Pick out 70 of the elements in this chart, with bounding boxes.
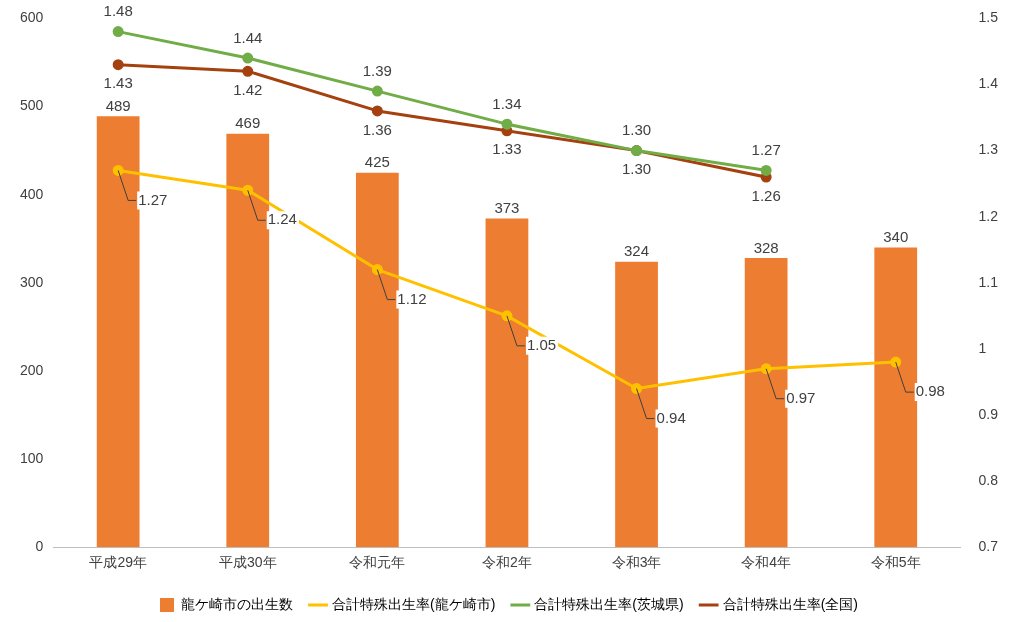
point xyxy=(242,52,254,64)
data-label: 324 xyxy=(624,242,650,260)
y-tick-label: 200 xyxy=(20,361,44,378)
bar xyxy=(485,218,529,548)
x-tick-label: 令和3年 xyxy=(611,554,662,571)
data-label: 1.39 xyxy=(362,61,392,79)
bar xyxy=(874,247,918,548)
y2-tick-label: 1.1 xyxy=(978,273,999,290)
x-tick-label: 令和2年 xyxy=(482,554,532,571)
data-label: 1.12 xyxy=(397,289,427,307)
y2-tick-label: 0.7 xyxy=(978,538,999,555)
data-label: 1.33 xyxy=(492,140,522,158)
data-label: 1.27 xyxy=(138,190,168,208)
x-tick-label: 令和5年 xyxy=(870,554,921,571)
point xyxy=(501,118,513,130)
y-tick-label: 100 xyxy=(20,449,44,466)
point xyxy=(112,26,124,38)
point xyxy=(371,105,383,117)
data-label: 1.24 xyxy=(267,210,297,228)
x-tick-label: 令和元年 xyxy=(349,554,406,571)
bar xyxy=(226,133,270,548)
y2-tick-label: 1.5 xyxy=(978,9,999,26)
point xyxy=(760,363,772,375)
x-tick-label: 平成29年 xyxy=(89,554,147,571)
point xyxy=(760,164,772,176)
bar xyxy=(615,261,658,548)
data-label: 1.42 xyxy=(233,80,263,98)
data-label: 425 xyxy=(364,153,390,171)
bar xyxy=(744,258,788,548)
y-tick-label: 500 xyxy=(20,97,44,114)
y2-tick-label: 1 xyxy=(978,339,987,356)
legend-label: 龍ケ崎市の出生数 xyxy=(181,595,294,612)
data-label: 1.44 xyxy=(233,28,263,46)
y2-tick-label: 1.3 xyxy=(978,141,999,158)
data-label: 0.98 xyxy=(915,382,945,400)
data-label: 1.30 xyxy=(621,121,652,139)
data-label: 1.27 xyxy=(751,141,781,159)
data-label: 0.94 xyxy=(656,408,686,426)
data-label: 340 xyxy=(883,228,909,246)
y2-tick-label: 0.9 xyxy=(978,405,999,422)
x-tick-label: 平成30年 xyxy=(218,554,277,571)
y-tick-label: 300 xyxy=(20,273,44,290)
y2-tick-label: 1.4 xyxy=(978,75,999,92)
y-tick-label: 400 xyxy=(20,185,44,202)
data-label: 328 xyxy=(753,238,779,256)
data-label: 1.05 xyxy=(526,335,557,353)
data-label: 1.36 xyxy=(362,120,392,138)
data-label: 1.30 xyxy=(621,160,652,178)
data-label: 1.34 xyxy=(492,94,522,112)
legend-label: 合計特殊出生率(龍ケ崎市) xyxy=(332,595,496,612)
bar xyxy=(96,116,140,548)
data-label: 469 xyxy=(235,114,261,132)
data-label: 1.26 xyxy=(751,186,781,204)
x-tick-label: 令和4年 xyxy=(741,554,792,571)
data-label: 373 xyxy=(494,199,520,217)
bar xyxy=(355,172,399,548)
y-tick-label: 0 xyxy=(35,538,44,555)
data-label: 1.48 xyxy=(103,2,133,20)
point xyxy=(112,59,124,71)
legend-label: 合計特殊出生率(茨城県) xyxy=(534,595,684,612)
data-label: 0.97 xyxy=(786,388,816,406)
legend-label: 合計特殊出生率(全国) xyxy=(722,595,858,612)
y2-tick-label: 0.8 xyxy=(978,471,999,488)
y2-tick-label: 1.2 xyxy=(978,207,999,224)
data-label: 489 xyxy=(105,96,131,114)
data-label: 1.43 xyxy=(103,74,133,92)
point xyxy=(242,65,254,77)
y-tick-label: 600 xyxy=(20,9,44,26)
point xyxy=(371,85,383,97)
point xyxy=(371,264,383,276)
